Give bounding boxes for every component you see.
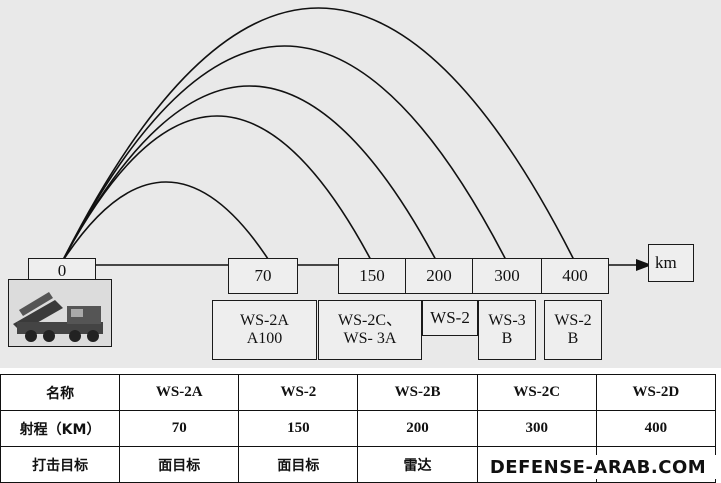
tick-150: 150 — [338, 258, 406, 294]
unit-label: km — [655, 253, 677, 273]
axis-arrowhead — [636, 259, 652, 271]
range-diagram: 0 70 150 200 300 400 km WS-2A A100 WS-2C… — [0, 0, 721, 368]
trajectory-arc-150 — [61, 115, 373, 263]
table-cell: 150 — [238, 410, 359, 447]
table-cell: 200 — [357, 410, 478, 447]
system-label-line: WS-3 — [488, 311, 526, 329]
system-label-ws2c-ws3a: WS-2C、 WS- 3A — [318, 300, 422, 360]
table-cell: WS-2C — [476, 374, 597, 411]
system-label-ws2: WS-2 — [422, 300, 478, 336]
table-row: 名称 WS-2A WS-2 WS-2B WS-2C WS-2D — [0, 374, 717, 411]
tick-400: 400 — [541, 258, 609, 294]
table-cell: 打击目标 — [0, 446, 121, 483]
table-cell: WS-2 — [238, 374, 359, 411]
tick-300: 300 — [472, 258, 542, 294]
table-cell: 雷达 — [357, 446, 478, 483]
tick-200: 200 — [405, 258, 473, 294]
origin-label: 0 — [57, 261, 67, 281]
table-cell: 名称 — [0, 374, 121, 411]
launcher-truck-image — [8, 279, 112, 347]
trajectory-arc-70 — [61, 181, 271, 263]
system-label-line: WS-2C、 — [337, 311, 402, 329]
tick-label: 400 — [562, 266, 588, 286]
tick-label: 300 — [494, 266, 520, 286]
table-cell: 射程（KM） — [0, 410, 121, 447]
system-label-line: WS- 3A — [343, 330, 397, 347]
table-cell: WS-2A — [119, 374, 240, 411]
system-label-line: A100 — [246, 330, 283, 347]
tick-label: 200 — [426, 266, 452, 286]
launcher-truck-icon — [13, 292, 103, 342]
trajectory-arc-400 — [61, 7, 576, 263]
system-label-ws3b: WS-3 B — [478, 300, 536, 360]
watermark: DEFENSE-ARAB.COM — [480, 455, 716, 479]
table-row: 射程（KM） 70 150 200 300 400 — [0, 410, 717, 447]
unit-box: km — [648, 244, 694, 282]
table-cell: WS-2B — [357, 374, 478, 411]
tick-70: 70 — [228, 258, 298, 294]
trajectory-arc-300 — [61, 45, 508, 263]
system-label-line: WS-2A — [240, 311, 289, 329]
tick-label: 150 — [359, 266, 385, 286]
table-cell: 400 — [595, 410, 717, 447]
table-cell: WS-2D — [595, 374, 717, 411]
table-cell: 面目标 — [238, 446, 359, 483]
system-label-line: B — [501, 330, 513, 347]
table-cell: 300 — [476, 410, 597, 447]
tick-label: 70 — [254, 266, 272, 286]
system-label-ws2b: WS-2 B — [544, 300, 602, 360]
system-label-line: WS-2 — [430, 308, 470, 328]
trajectory-arc-200 — [61, 85, 438, 263]
system-label-ws2a: WS-2A A100 — [212, 300, 317, 360]
table-cell: 面目标 — [119, 446, 240, 483]
system-label-line: WS-2 — [554, 311, 592, 329]
system-label-line: B — [567, 330, 579, 347]
table-cell: 70 — [119, 410, 240, 447]
